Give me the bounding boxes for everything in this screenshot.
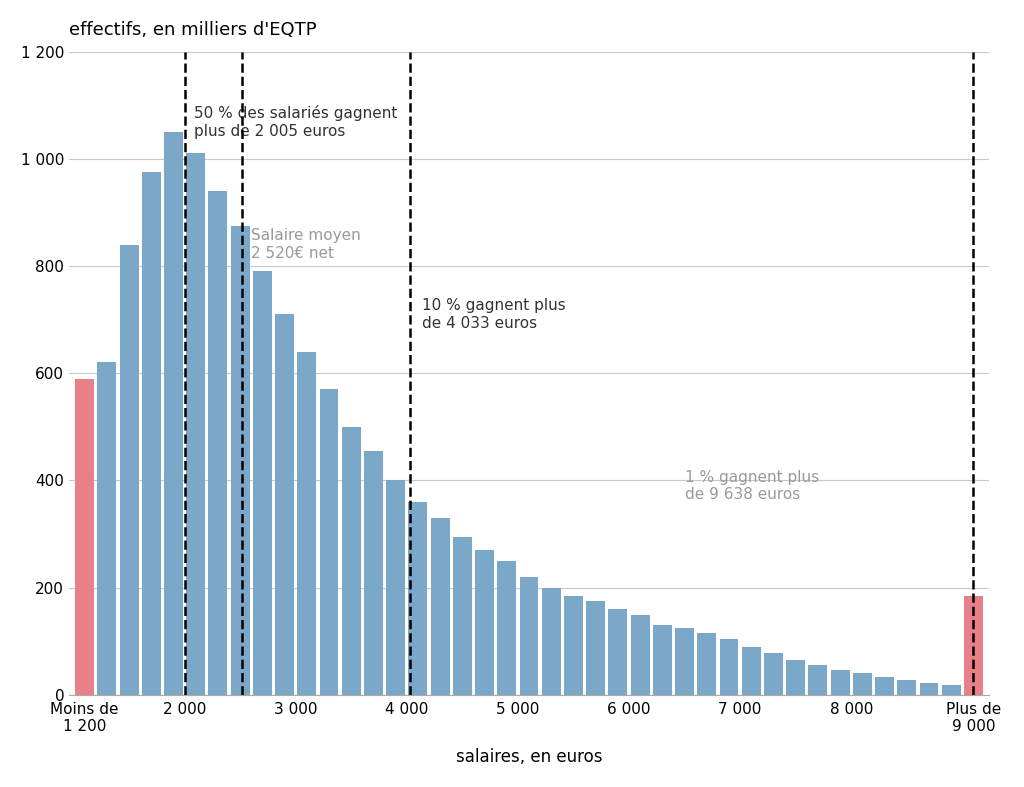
Bar: [764, 653, 783, 695]
X-axis label: salaires, en euros: salaires, en euros: [456, 748, 602, 767]
Bar: [142, 172, 161, 695]
Bar: [631, 615, 649, 695]
Bar: [697, 634, 716, 695]
Bar: [431, 518, 450, 695]
Bar: [608, 609, 628, 695]
Bar: [964, 596, 983, 695]
Bar: [920, 683, 938, 695]
Bar: [830, 670, 850, 695]
Bar: [897, 681, 916, 695]
Bar: [519, 577, 539, 695]
Bar: [786, 660, 805, 695]
Bar: [675, 628, 694, 695]
Text: effectifs, en milliers d'EQTP: effectifs, en milliers d'EQTP: [69, 20, 316, 39]
Bar: [230, 226, 250, 695]
Bar: [475, 550, 494, 695]
Text: 1 % gagnent plus
de 9 638 euros: 1 % gagnent plus de 9 638 euros: [685, 470, 818, 502]
Bar: [808, 666, 827, 695]
Bar: [453, 537, 472, 695]
Bar: [564, 596, 583, 695]
Bar: [653, 625, 672, 695]
Bar: [209, 191, 227, 695]
Bar: [409, 502, 427, 695]
Bar: [253, 272, 271, 695]
Bar: [542, 588, 561, 695]
Bar: [498, 561, 516, 695]
Bar: [97, 363, 117, 695]
Bar: [365, 451, 383, 695]
Text: 10 % gagnent plus
de 4 033 euros: 10 % gagnent plus de 4 033 euros: [422, 298, 565, 331]
Bar: [120, 245, 138, 695]
Bar: [942, 685, 961, 695]
Bar: [186, 153, 205, 695]
Bar: [297, 352, 316, 695]
Bar: [586, 601, 605, 695]
Bar: [741, 647, 761, 695]
Bar: [853, 674, 871, 695]
Bar: [386, 480, 406, 695]
Bar: [75, 379, 94, 695]
Bar: [319, 390, 339, 695]
Bar: [876, 678, 894, 695]
Bar: [164, 132, 183, 695]
Bar: [720, 638, 738, 695]
Bar: [342, 427, 360, 695]
Text: 50 % des salariés gagnent
plus de 2 005 euros: 50 % des salariés gagnent plus de 2 005 …: [195, 105, 397, 139]
Bar: [275, 314, 294, 695]
Text: Salaire moyen
2 520€ net: Salaire moyen 2 520€ net: [251, 228, 361, 260]
